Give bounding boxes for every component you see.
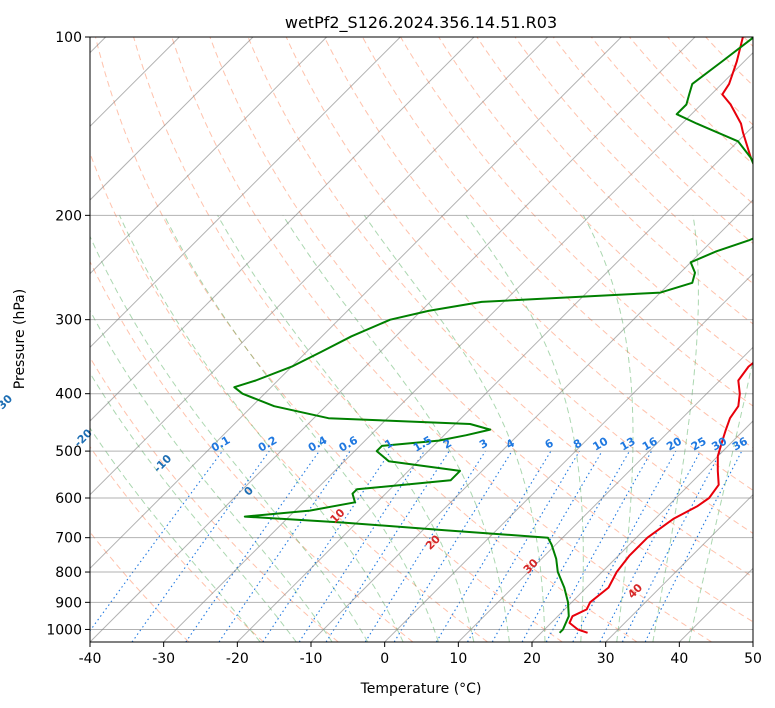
moist-adiabat-line (282, 215, 510, 642)
x-axis: -40 -30 -20 -10 0 10 20 30 40 50 (79, 642, 762, 667)
y-tick-label: 800 (55, 565, 82, 581)
isotherm-line (90, 37, 696, 642)
y-tick-label: 500 (55, 444, 82, 460)
moist-adiabat-line (163, 215, 439, 642)
y-tick-label: 200 (55, 208, 82, 224)
moist-adiabat-line (90, 371, 297, 642)
y-tick-label: 300 (55, 313, 82, 329)
isotherm-line (310, 199, 753, 642)
x-tick-label: 20 (523, 651, 541, 667)
mixing-ratio-line (298, 450, 425, 642)
moist-adiabat-line (217, 215, 475, 642)
x-tick-label: 10 (449, 651, 467, 667)
x-tick-label: -10 (300, 651, 323, 667)
grid-layer (90, 37, 753, 642)
isotherm-line (163, 51, 753, 642)
isotherm-line (90, 37, 254, 201)
y-tick-label: 900 (55, 595, 82, 611)
isotherm-line (384, 272, 753, 642)
y-axis: 100 200 300 400 500 600 700 800 900 1000 (46, 30, 90, 638)
dry-adiabat-line (171, 37, 712, 642)
mixing-ratio-line (572, 450, 677, 642)
y-tick-label: 400 (55, 387, 82, 403)
dry-adiabat-line (133, 37, 638, 642)
plot-frame (89, 36, 754, 643)
dry-adiabat-line (95, 37, 563, 642)
dry-adiabat-line (514, 37, 753, 285)
dry-adiabat-line (209, 37, 753, 623)
mixing-ratio-line (218, 450, 351, 642)
x-tick-label: 0 (380, 651, 389, 667)
mixing-ratio-line (435, 450, 552, 642)
moist-adiabat-line (363, 215, 546, 642)
moist-adiabat-line (90, 309, 333, 642)
y-axis-label: Pressure (hPa) (12, 289, 28, 389)
isotherm-line (90, 37, 401, 349)
dry-adiabat-line (285, 37, 753, 534)
moist-adiabat-line (90, 427, 261, 642)
moist-adiabat-line (90, 235, 369, 642)
data-layer (233, 37, 753, 634)
isotherm-line (531, 420, 753, 642)
chart-title: wetPf2_S126.2024.356.14.51.R03 (285, 13, 557, 33)
isotherm-line (605, 493, 753, 642)
isotherm-line (90, 37, 622, 570)
mixing-ratio-line (599, 450, 701, 642)
mixing-ratio-line (185, 450, 320, 642)
dry-adiabat-line (247, 37, 753, 578)
x-axis-label: Temperature (°C) (360, 681, 482, 697)
mixing-ratio-line (467, 450, 580, 642)
isotherm-line (90, 37, 328, 275)
mixing-ratio-line (325, 450, 450, 642)
x-tick-label: -40 (79, 651, 102, 667)
dry-adiabat-line (476, 37, 753, 325)
dry-adiabat-line (90, 445, 264, 642)
moist-adiabat-line (119, 215, 404, 642)
dry-adiabat-line (90, 260, 414, 642)
dewpoint-profile-line (233, 37, 753, 634)
x-tick-label: -30 (152, 651, 175, 667)
temperature-profile-line (568, 37, 753, 634)
moist-adiabat-line (582, 215, 634, 642)
y-tick-label: 700 (55, 531, 82, 547)
x-tick-label: 30 (597, 651, 615, 667)
isotherm-line (457, 346, 753, 642)
y-tick-label: 1000 (46, 622, 82, 638)
mixing-ratio-line (262, 450, 392, 642)
isotherm-line (90, 37, 549, 496)
x-tick-label: 50 (744, 651, 762, 667)
mixing-ratio-line (364, 450, 486, 642)
y-tick-label: 600 (55, 491, 82, 507)
dry-adiabat-line (323, 37, 753, 491)
isotherm-line (236, 125, 753, 642)
moist-adiabat-line (652, 215, 699, 642)
y-tick-label: 100 (55, 30, 82, 46)
x-tick-label: -20 (226, 651, 249, 667)
moist-adiabat-line (465, 215, 584, 642)
isotherm-line (90, 37, 475, 422)
x-tick-label: 40 (670, 651, 688, 667)
